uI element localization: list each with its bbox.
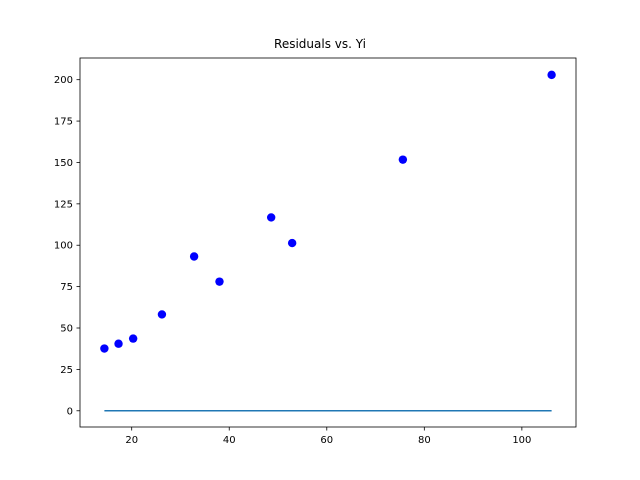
data-point (157, 310, 167, 319)
x-tick-label: 40 (223, 435, 236, 446)
plot-area: 20 40 60 80 100 0 25 50 75 100 125 150 175 200 (54, 57, 577, 446)
data-point (287, 238, 297, 248)
data-point (114, 339, 123, 348)
y-tick-label: 125 (54, 199, 73, 210)
data-point (100, 344, 109, 353)
data-point (189, 252, 199, 261)
chart-title: Residuals vs. Yi (274, 37, 366, 51)
data-point (215, 277, 224, 286)
data-point (266, 213, 276, 222)
y-tick-label: 100 (54, 241, 73, 252)
x-tick-label: 100 (512, 435, 531, 446)
y-tick-label: 25 (60, 365, 73, 376)
x-tick-label: 60 (320, 435, 333, 446)
y-tick-label: 150 (54, 158, 73, 169)
x-tick-label: 20 (125, 435, 138, 446)
y-tick-label: 75 (60, 282, 73, 293)
data-point (547, 70, 556, 80)
y-tick-label: 175 (54, 117, 73, 128)
y-tick-label: 50 (60, 324, 73, 335)
y-tick-label: 0 (67, 406, 73, 417)
axes-frame (79, 57, 577, 428)
y-tick-label: 200 (54, 75, 73, 86)
x-tick-label: 80 (418, 435, 431, 446)
data-point (398, 155, 408, 164)
data-point (128, 334, 138, 343)
